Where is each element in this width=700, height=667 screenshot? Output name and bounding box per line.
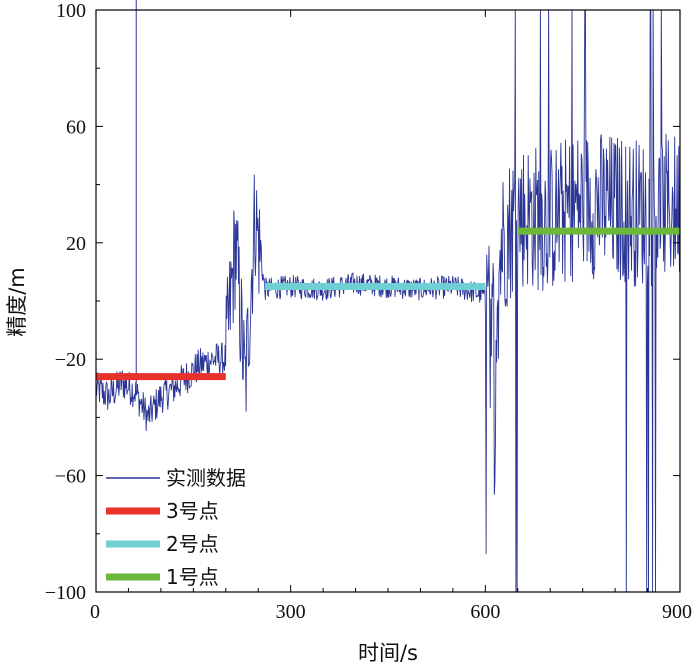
y-tick-label: 60 bbox=[66, 116, 86, 138]
y-tick-label: 100 bbox=[56, 0, 86, 22]
y-tick-label: −60 bbox=[55, 466, 86, 488]
legend-label: 1号点 bbox=[166, 565, 219, 589]
legend-label: 实测数据 bbox=[166, 466, 246, 490]
y-tick-label: −100 bbox=[45, 582, 86, 604]
x-tick-label: 600 bbox=[470, 601, 500, 623]
legend-label: 3号点 bbox=[166, 499, 219, 523]
y-tick-label: 20 bbox=[66, 233, 86, 255]
x-tick-label: 300 bbox=[276, 601, 306, 623]
series-layer bbox=[96, 0, 680, 592]
legend: 实测数据 3号点 2号点 1号点 bbox=[106, 466, 246, 589]
y-tick-label: −20 bbox=[55, 349, 86, 371]
y-axis-label: 精度/m bbox=[5, 267, 29, 337]
x-axis-label: 时间/s bbox=[358, 641, 418, 665]
legend-label: 2号点 bbox=[166, 532, 219, 556]
axes-layer: 0 300 600 900 −100 −60 −20 20 60 100 bbox=[45, 0, 692, 623]
x-tick-label: 0 bbox=[90, 601, 100, 623]
x-tick-label: 900 bbox=[662, 601, 692, 623]
